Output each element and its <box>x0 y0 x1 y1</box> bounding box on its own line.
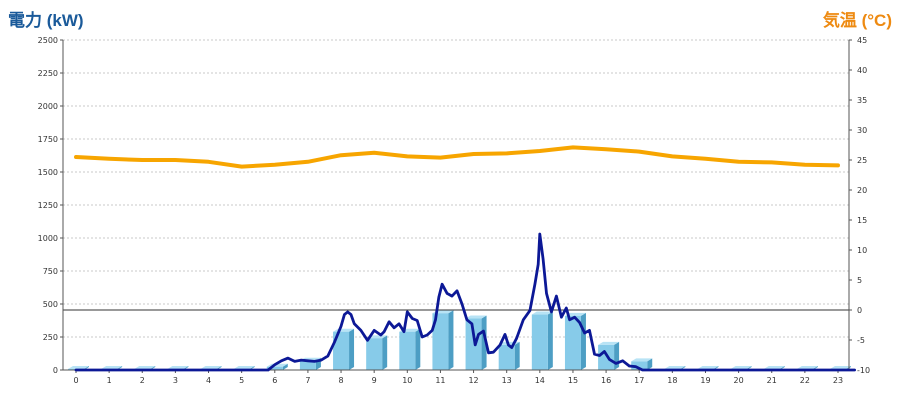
power-bars <box>68 310 851 370</box>
right-tick-label: -5 <box>857 336 865 345</box>
left-axis-title: 電力 (kW) <box>8 11 84 30</box>
left-tick-label: 2500 <box>38 36 58 45</box>
left-tick-label: 1250 <box>38 201 58 210</box>
power-bar <box>465 318 482 370</box>
power-bar-side <box>614 341 620 370</box>
power-bar <box>498 344 515 370</box>
x-tick-label: 7 <box>305 376 310 385</box>
x-tick-label: 5 <box>239 376 244 385</box>
x-tick-label: 12 <box>468 376 478 385</box>
x-tick-label: 21 <box>767 376 777 385</box>
x-tick-label: 19 <box>700 376 710 385</box>
power-bar <box>266 366 283 370</box>
left-tick-label: 750 <box>43 267 58 276</box>
x-tick-label: 13 <box>502 376 512 385</box>
right-tick-label: 35 <box>857 96 867 105</box>
power-bar-top <box>134 365 156 369</box>
left-tick-label: 0 <box>53 366 58 375</box>
right-tick-label: 45 <box>857 36 867 45</box>
power-bar-side <box>415 328 421 370</box>
right-tick-label: 10 <box>857 246 867 255</box>
right-tick-label: 30 <box>857 126 867 135</box>
x-tick-label: 11 <box>435 376 445 385</box>
power-bar <box>631 361 648 370</box>
x-tick-label: 2 <box>140 376 145 385</box>
x-tick-label: 3 <box>173 376 178 385</box>
power-line <box>74 232 856 372</box>
x-tick-label: 6 <box>272 376 277 385</box>
power-bar-top <box>564 312 586 316</box>
right-tick-label: 0 <box>857 306 862 315</box>
right-tick-label: 5 <box>857 276 862 285</box>
power-bar <box>432 313 449 370</box>
power-bar <box>564 315 581 370</box>
right-axis-title: 気温 (°C) <box>822 11 892 30</box>
power-bar <box>531 314 548 370</box>
tick-labels: 02505007501000125015001750200022502500-1… <box>38 36 870 385</box>
power-bar-side <box>514 341 520 370</box>
power-bar-side <box>282 363 288 370</box>
x-tick-label: 14 <box>535 376 545 385</box>
axes <box>60 39 852 373</box>
left-tick-label: 1000 <box>38 234 58 243</box>
power-bar-top <box>233 365 255 369</box>
power-bar-side <box>580 312 586 370</box>
power-bar-top <box>796 365 818 369</box>
left-tick-label: 1750 <box>38 135 58 144</box>
x-tick-label: 1 <box>107 376 112 385</box>
power-bar-top <box>101 365 123 369</box>
left-tick-label: 500 <box>43 300 58 309</box>
power-bar-top <box>200 365 222 369</box>
x-tick-label: 10 <box>402 376 412 385</box>
power-bar-top <box>697 365 719 369</box>
power-bar-side <box>547 311 553 370</box>
right-tick-label: -10 <box>857 366 870 375</box>
left-tick-label: 2000 <box>38 102 58 111</box>
power-bar-side <box>382 335 388 370</box>
x-tick-label: 16 <box>601 376 611 385</box>
x-tick-label: 8 <box>338 376 343 385</box>
right-tick-label: 15 <box>857 216 867 225</box>
series-lines <box>74 145 856 372</box>
power-bar-top <box>830 365 851 369</box>
right-tick-label: 25 <box>857 156 867 165</box>
power-bar-top <box>763 365 785 369</box>
power-bar <box>299 360 316 370</box>
x-tick-label: 22 <box>800 376 810 385</box>
right-tick-label: 40 <box>857 66 867 75</box>
x-tick-label: 4 <box>206 376 211 385</box>
power-bar-top <box>730 365 752 369</box>
power-bar-top <box>664 365 686 369</box>
temperature-line <box>74 145 840 169</box>
power-bar-side <box>647 358 653 370</box>
power-bar-top <box>598 341 620 345</box>
left-tick-label: 2250 <box>38 69 58 78</box>
power-bar-top <box>465 315 487 319</box>
left-tick-label: 1500 <box>38 168 58 177</box>
power-bar-top <box>167 365 189 369</box>
x-tick-label: 20 <box>734 376 744 385</box>
power-bar-side <box>349 328 355 370</box>
power-bar-side <box>448 310 454 370</box>
x-tick-label: 15 <box>568 376 578 385</box>
power-bar <box>333 331 350 370</box>
power-bar-top <box>531 311 553 315</box>
power-bar-top <box>631 358 653 362</box>
power-bar <box>366 338 383 370</box>
power-bar-top <box>68 365 89 369</box>
x-tick-label: 9 <box>372 376 377 385</box>
power-bar <box>598 344 615 370</box>
power-bar <box>399 331 416 370</box>
x-tick-label: 0 <box>73 376 78 385</box>
x-tick-label: 18 <box>667 376 677 385</box>
x-tick-label: 17 <box>634 376 644 385</box>
power-bar-side <box>481 315 487 370</box>
x-tick-label: 23 <box>833 376 843 385</box>
grid <box>63 39 849 338</box>
left-tick-label: 250 <box>43 333 58 342</box>
right-tick-label: 20 <box>857 186 867 195</box>
